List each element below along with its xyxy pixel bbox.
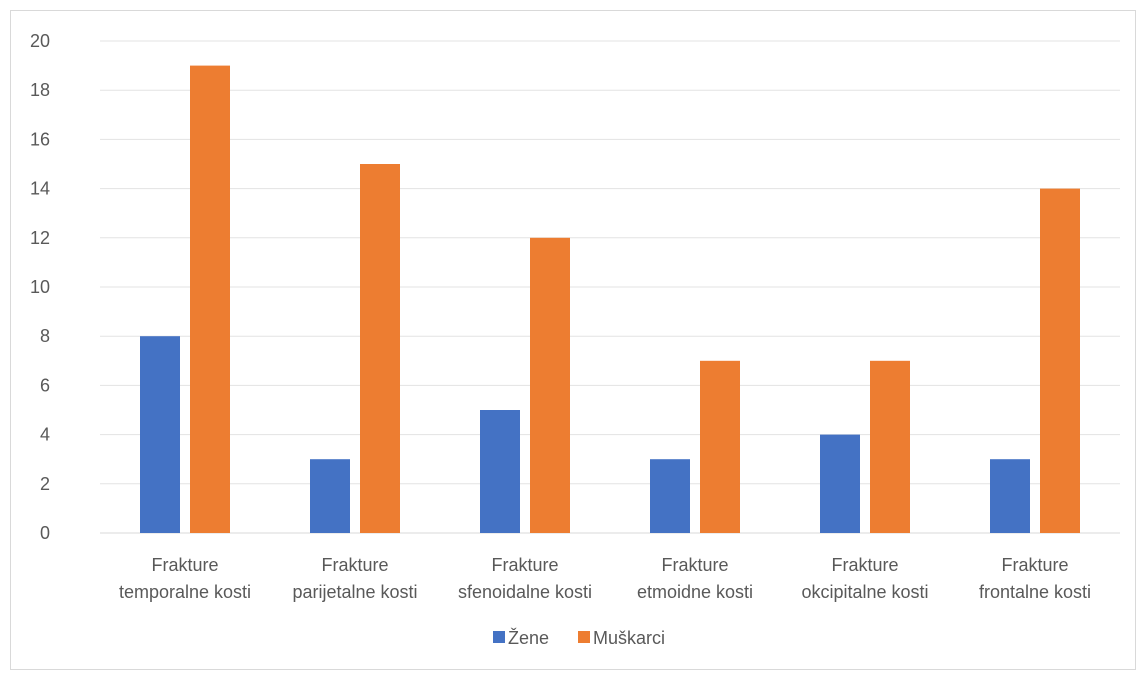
x-tick-label: Frakture <box>661 555 728 575</box>
legend-label: Žene <box>508 628 549 648</box>
bar-zene <box>310 459 350 533</box>
legend-label: Muškarci <box>593 628 665 648</box>
bar-muskarci <box>870 360 910 533</box>
y-tick-label: 18 <box>30 80 50 100</box>
y-tick-label: 12 <box>30 228 50 248</box>
y-tick-label: 6 <box>40 375 50 395</box>
gridlines <box>100 40 1120 534</box>
legend-swatch <box>578 631 590 643</box>
x-tick-label: Frakture <box>151 555 218 575</box>
bar-zene <box>480 410 520 533</box>
x-tick-label: temporalne kosti <box>119 582 251 602</box>
y-tick-label: 16 <box>30 129 50 149</box>
y-tick-label: 10 <box>30 277 50 297</box>
bar-muskarci <box>700 360 740 533</box>
x-tick-label: Frakture <box>831 555 898 575</box>
y-tick-label: 2 <box>40 474 50 494</box>
x-tick-label: frontalne kosti <box>979 582 1091 602</box>
bar-muskarci <box>1040 188 1080 533</box>
bar-muskarci <box>360 164 400 533</box>
bars <box>140 65 1080 534</box>
x-tick-label: Frakture <box>321 555 388 575</box>
y-tick-label: 14 <box>30 179 50 199</box>
y-tick-label: 4 <box>40 425 50 445</box>
bar-muskarci <box>190 65 230 533</box>
bar-zene <box>650 459 690 533</box>
x-tick-label: etmoidne kosti <box>637 582 753 602</box>
y-axis-ticks: 0 2 4 6 8 10 12 14 16 18 20 <box>30 31 50 543</box>
bar-zene <box>990 459 1030 533</box>
x-tick-label: parijetalne kosti <box>292 582 417 602</box>
x-tick-label: Frakture <box>491 555 558 575</box>
x-axis-labels: Frakture temporalne kosti Frakture parijeta… <box>119 555 1091 602</box>
bar-zene <box>140 336 180 533</box>
bar-zene <box>820 434 860 533</box>
legend: Žene Muškarci <box>493 628 665 648</box>
bar-muskarci <box>530 237 570 534</box>
legend-swatch <box>493 631 505 643</box>
x-tick-label: Frakture <box>1001 555 1068 575</box>
y-tick-label: 8 <box>40 326 50 346</box>
x-tick-label: okcipitalne kosti <box>801 582 928 602</box>
y-tick-label: 20 <box>30 31 50 51</box>
y-tick-label: 0 <box>40 523 50 543</box>
x-tick-label: sfenoidalne kosti <box>458 582 592 602</box>
